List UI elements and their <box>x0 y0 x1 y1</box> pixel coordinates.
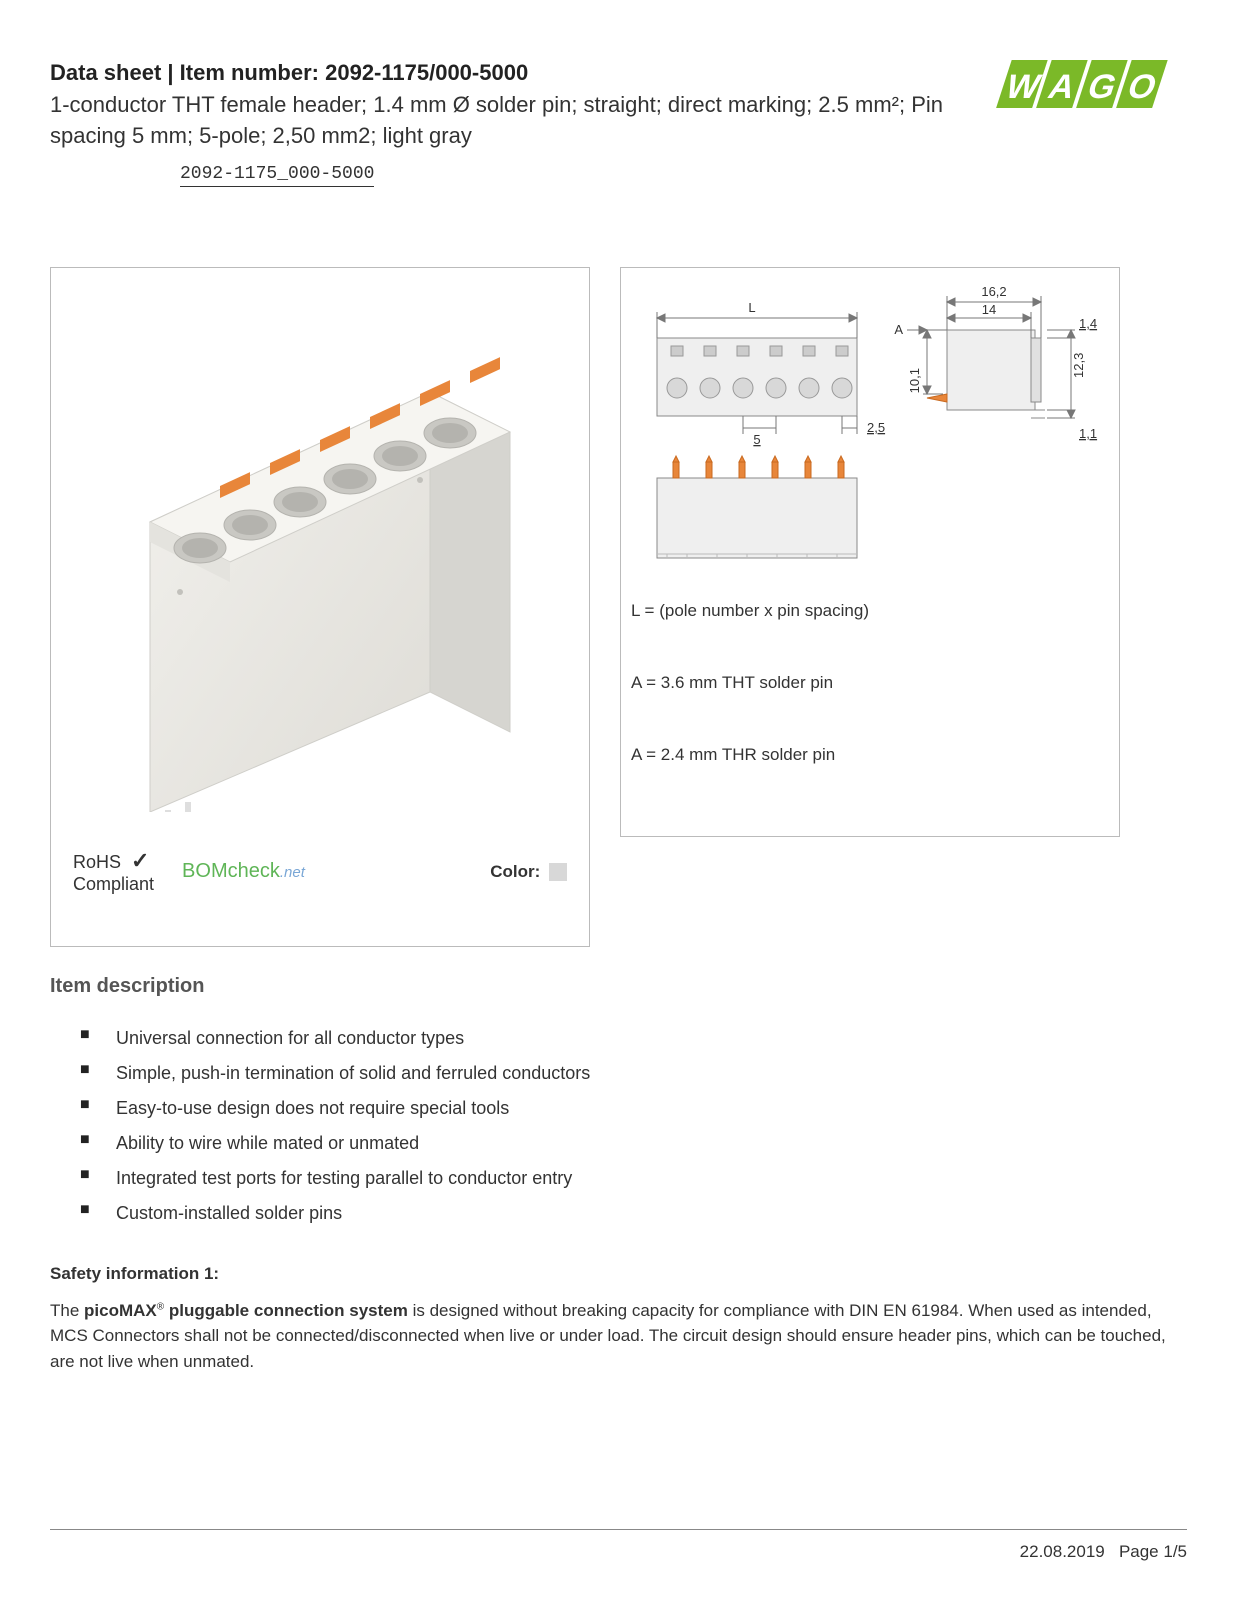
product-render <box>65 282 575 822</box>
feature-item: Universal connection for all conductor t… <box>80 1028 1187 1049</box>
safety-prefix: The <box>50 1301 84 1320</box>
feature-item: Easy-to-use design does not require spec… <box>80 1098 1187 1119</box>
svg-text:L: L <box>748 300 755 315</box>
footer-page: Page 1/5 <box>1119 1542 1187 1561</box>
bomcheck-text: BOMcheck <box>182 860 280 882</box>
product-image-panel: RoHS ✓ Compliant BOMcheck.net Color: <box>50 267 590 947</box>
bomcheck-logo: BOMcheck.net <box>182 860 305 883</box>
part-number-link[interactable]: 2092-1175_000-5000 <box>180 164 374 187</box>
diagram-note: A = 3.6 mm THT solder pin <box>631 673 1109 693</box>
color-label: Color: <box>490 862 567 882</box>
safety-block: Safety information 1: The picoMAX® plugg… <box>50 1264 1187 1375</box>
feature-item: Integrated test ports for testing parall… <box>80 1168 1187 1189</box>
feature-item: Custom-installed solder pins <box>80 1203 1187 1224</box>
safety-bold: picoMAX <box>84 1301 157 1320</box>
footer-divider <box>50 1529 1187 1530</box>
svg-text:5: 5 <box>753 432 760 447</box>
diagram-note: L = (pole number x pin spacing) <box>631 601 1109 621</box>
feature-item: Ability to wire while mated or unmated <box>80 1133 1187 1154</box>
safety-text: The picoMAX® pluggable connection system… <box>50 1298 1187 1375</box>
technical-diagram: L 5 2,5 <box>627 278 1107 578</box>
svg-text:16,2: 16,2 <box>981 284 1006 299</box>
feature-item: Simple, push-in termination of solid and… <box>80 1063 1187 1084</box>
rohs-compliant: Compliant <box>73 874 154 894</box>
svg-text:10,1: 10,1 <box>907 368 922 393</box>
item-description-title: Item description <box>50 975 1187 998</box>
bomcheck-suffix: .net <box>280 864 305 881</box>
svg-text:1,4: 1,4 <box>1079 316 1097 331</box>
safety-title: Safety information 1: <box>50 1264 1187 1284</box>
check-icon: ✓ <box>131 848 149 873</box>
page-subtitle: 1-conductor THT female header; 1.4 mm Ø … <box>50 90 987 152</box>
rohs-label: RoHS <box>73 852 121 872</box>
diagram-note: A = 2.4 mm THR solder pin <box>631 745 1109 765</box>
diagram-panel: L 5 2,5 <box>620 267 1120 837</box>
svg-text:14: 14 <box>982 302 996 317</box>
safety-bold2: pluggable connection system <box>164 1301 408 1320</box>
color-swatch <box>549 863 567 881</box>
compliance-row: RoHS ✓ Compliant BOMcheck.net Color: <box>73 848 567 896</box>
header-text: Data sheet | Item number: 2092-1175/000-… <box>50 60 987 187</box>
diagram-notes: L = (pole number x pin spacing) A = 3.6 … <box>627 601 1109 765</box>
rohs-badge: RoHS ✓ Compliant <box>73 848 154 896</box>
svg-text:2,5: 2,5 <box>867 420 885 435</box>
header: Data sheet | Item number: 2092-1175/000-… <box>50 60 1187 187</box>
svg-text:A: A <box>894 322 903 337</box>
svg-text:12,3: 12,3 <box>1071 352 1086 377</box>
feature-list: Universal connection for all conductor t… <box>50 1028 1187 1224</box>
footer-date: 22.08.2019 <box>1020 1542 1105 1561</box>
page-title: Data sheet | Item number: 2092-1175/000-… <box>50 60 987 86</box>
wago-logo: W A G O <box>987 56 1187 119</box>
footer: 22.08.2019 Page 1/5 <box>1020 1542 1187 1562</box>
svg-text:1,1: 1,1 <box>1079 426 1097 441</box>
color-label-text: Color: <box>490 862 540 881</box>
